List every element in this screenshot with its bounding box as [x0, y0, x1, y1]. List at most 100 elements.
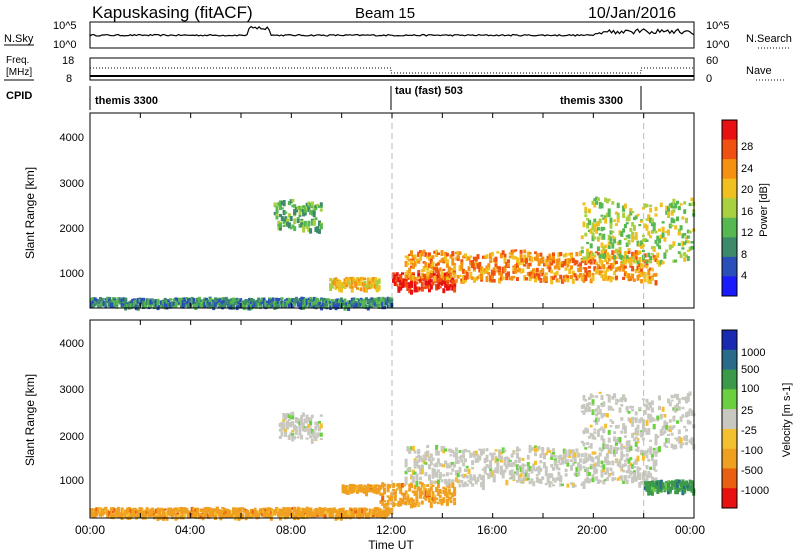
- power-cell: [129, 300, 133, 304]
- velocity-cell: [422, 455, 426, 459]
- power-cell: [284, 216, 288, 222]
- power-cell: [350, 281, 354, 285]
- velocity-cell: [467, 479, 471, 483]
- velocity-cell: [300, 415, 304, 421]
- power-cell: [667, 206, 670, 212]
- xtick-3: 12:00: [376, 523, 406, 537]
- velocity-cell: [600, 394, 604, 400]
- power-cell: [449, 273, 453, 278]
- power-cell: [582, 266, 586, 270]
- velocity-colorbar: [721, 329, 738, 509]
- velocity-cell: [647, 430, 651, 435]
- power-cell: [420, 272, 424, 279]
- velocity-cell: [650, 476, 654, 480]
- velocity-cell: [210, 508, 214, 514]
- power-cell: [658, 228, 661, 232]
- power-cell: [363, 300, 367, 306]
- power-cell: [183, 297, 187, 300]
- velocity-cell: [632, 432, 636, 435]
- velocity-cell: [649, 483, 653, 487]
- velocity-cell: [681, 490, 685, 496]
- power-cell: [472, 269, 476, 272]
- power-cell: [604, 257, 608, 262]
- velocity-cell: [350, 483, 354, 488]
- velocity-cell: [298, 425, 302, 429]
- power-cbar-swatch: [722, 178, 737, 199]
- power-cell: [210, 298, 214, 302]
- power-cell: [614, 275, 618, 280]
- velocity-cell: [302, 513, 306, 519]
- velocity-cell: [618, 476, 622, 480]
- power-cell: [485, 268, 489, 273]
- velocity-cell: [503, 457, 507, 463]
- power-cell: [481, 270, 485, 275]
- power-cell: [329, 301, 333, 306]
- power-cell: [126, 304, 129, 307]
- velocity-cell: [431, 469, 435, 475]
- velocity-cell: [386, 511, 390, 517]
- noise-left-tick-bottom: 10^0: [53, 39, 77, 51]
- power-cell: [650, 223, 654, 227]
- power-cell: [372, 304, 376, 307]
- power-cell: [658, 245, 661, 250]
- power-cell: [499, 277, 503, 281]
- velocity-cell: [595, 417, 599, 423]
- velocity-cell: [582, 481, 586, 484]
- velocity-cell: [463, 458, 467, 462]
- power-cell: [417, 272, 421, 278]
- velocity-cell: [685, 480, 688, 486]
- velocity-cell: [596, 461, 600, 467]
- velocity-cell: [433, 496, 437, 502]
- power-cell: [435, 249, 439, 254]
- velocity-cell: [591, 457, 595, 460]
- power-cell: [275, 297, 279, 301]
- power-cell: [584, 214, 588, 217]
- velocity-cell: [636, 475, 640, 480]
- velocity-cell: [298, 512, 302, 516]
- velocity-cell: [383, 500, 386, 503]
- velocity-cell: [550, 456, 554, 460]
- velocity-cell: [679, 443, 683, 449]
- power-cell: [568, 258, 572, 261]
- velocity-cell: [192, 512, 196, 518]
- velocity-cell: [638, 472, 642, 477]
- velocity-cell: [649, 481, 653, 484]
- power-cell: [523, 258, 527, 263]
- velocity-cell: [557, 459, 561, 464]
- power-cell: [277, 227, 281, 231]
- power-cell: [543, 263, 546, 267]
- power-cell: [183, 299, 187, 303]
- velocity-cell: [632, 472, 636, 478]
- power-cell: [436, 280, 440, 285]
- velocity-cell: [499, 470, 503, 476]
- velocity-cell: [607, 394, 611, 399]
- power-cell: [428, 272, 431, 276]
- power-cell: [625, 272, 629, 278]
- velocity-cell: [174, 513, 178, 517]
- velocity-cell: [605, 477, 609, 481]
- power-cell: [286, 220, 290, 223]
- velocity-cell: [428, 489, 431, 496]
- power-cell: [598, 266, 602, 270]
- velocity-cell: [393, 492, 397, 497]
- power-cell: [426, 255, 430, 259]
- power-cell: [677, 251, 681, 254]
- velocity-cell: [620, 469, 624, 472]
- power-cell: [686, 235, 690, 239]
- power-cell: [404, 272, 408, 279]
- power-cell: [614, 256, 618, 260]
- velocity-cell: [623, 435, 627, 438]
- power-cell: [638, 271, 642, 274]
- power-cell: [262, 297, 266, 303]
- power-cell: [543, 274, 546, 278]
- velocity-cell: [388, 484, 392, 489]
- velocity-cell: [483, 466, 487, 469]
- velocity-cell: [309, 511, 313, 518]
- power-cell: [374, 284, 377, 289]
- velocity-cell: [654, 459, 658, 464]
- power-cell: [611, 250, 615, 256]
- power-cell: [309, 296, 313, 300]
- velocity-cell: [602, 464, 606, 470]
- power-cell: [674, 259, 678, 263]
- velocity-cell: [562, 448, 566, 454]
